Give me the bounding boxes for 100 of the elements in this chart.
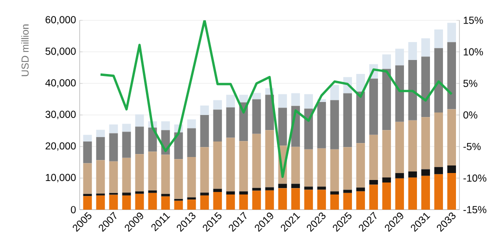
bar [148, 192, 157, 210]
bar [408, 42, 417, 60]
bar [278, 184, 287, 188]
bar [343, 190, 352, 193]
bar [291, 184, 300, 188]
bar [330, 194, 339, 210]
bar [395, 48, 404, 66]
bar [278, 188, 287, 210]
bar [382, 177, 391, 182]
bar [122, 195, 131, 210]
bar [408, 60, 417, 120]
bar [330, 84, 339, 100]
bar [252, 92, 261, 100]
bar [239, 141, 248, 192]
bar [408, 171, 417, 178]
bar [356, 142, 365, 188]
bar [226, 194, 235, 210]
bar [382, 182, 391, 210]
bar [278, 108, 287, 146]
y-tick-label: 60,000 [46, 16, 76, 24]
bar [382, 54, 391, 69]
bar [304, 186, 313, 190]
bar [278, 94, 287, 108]
bar [408, 177, 417, 210]
bar [369, 180, 378, 185]
bar [239, 94, 248, 102]
bar [187, 199, 196, 210]
line-series [99, 20, 453, 178]
bar [369, 78, 378, 135]
y-tick-label: 30,000 [46, 110, 76, 120]
bar [161, 194, 170, 196]
bar [447, 172, 456, 210]
bar [330, 149, 339, 192]
bar [200, 114, 209, 148]
y-tick-label: 0 [70, 206, 76, 214]
bar [200, 105, 209, 115]
bar [122, 158, 131, 193]
y-tick-label: 40,000 [45, 79, 76, 88]
bar [356, 92, 365, 143]
bar [317, 186, 326, 190]
bar [161, 154, 170, 194]
bar [83, 141, 92, 164]
bar [83, 163, 92, 194]
bar [239, 194, 248, 210]
bar [395, 65, 404, 122]
bar [213, 141, 222, 189]
bar [317, 148, 326, 187]
bar [252, 134, 261, 188]
bar [343, 147, 352, 190]
bar [421, 117, 430, 170]
bar [343, 192, 352, 210]
bar [369, 184, 378, 210]
bar [330, 191, 339, 194]
bar [96, 160, 105, 194]
bar [265, 187, 274, 190]
bar [161, 196, 170, 210]
bar [187, 119, 196, 128]
bar [317, 102, 326, 148]
bar [291, 146, 300, 184]
bar [265, 130, 274, 188]
bar [395, 122, 404, 173]
bar [213, 110, 222, 142]
bar [135, 191, 144, 194]
bar [408, 120, 417, 172]
bar [252, 190, 261, 210]
y2-tick-label: -10% [463, 174, 486, 182]
bar [395, 178, 404, 210]
bar [83, 134, 92, 142]
bar [96, 136, 105, 160]
bar [148, 190, 157, 193]
bar [148, 151, 157, 190]
bar [187, 128, 196, 157]
y2-tick-label: -15% [463, 206, 486, 214]
bar [122, 124, 131, 132]
y-tick-label: 50,000 [46, 48, 76, 56]
bar [382, 130, 391, 178]
bar [382, 68, 391, 130]
bar [148, 128, 157, 152]
bar [356, 191, 365, 210]
bar [343, 93, 352, 148]
bar [265, 190, 274, 210]
bar [109, 133, 118, 162]
bar [200, 147, 209, 193]
bar [447, 165, 456, 173]
bar [434, 29, 443, 48]
bar [174, 159, 183, 199]
y2-tick-label: 0% [463, 111, 478, 118]
bar [434, 174, 443, 210]
bar [213, 188, 222, 192]
bar [96, 195, 105, 210]
bar [252, 99, 261, 134]
bar [330, 100, 339, 150]
bar [356, 187, 365, 192]
y2-tick-label: 15% [464, 16, 483, 24]
bar [122, 192, 131, 196]
y2-tick-label: 5% [463, 80, 478, 87]
bar [252, 188, 261, 191]
bar [304, 190, 313, 210]
bar [434, 48, 443, 112]
bar [226, 94, 235, 108]
